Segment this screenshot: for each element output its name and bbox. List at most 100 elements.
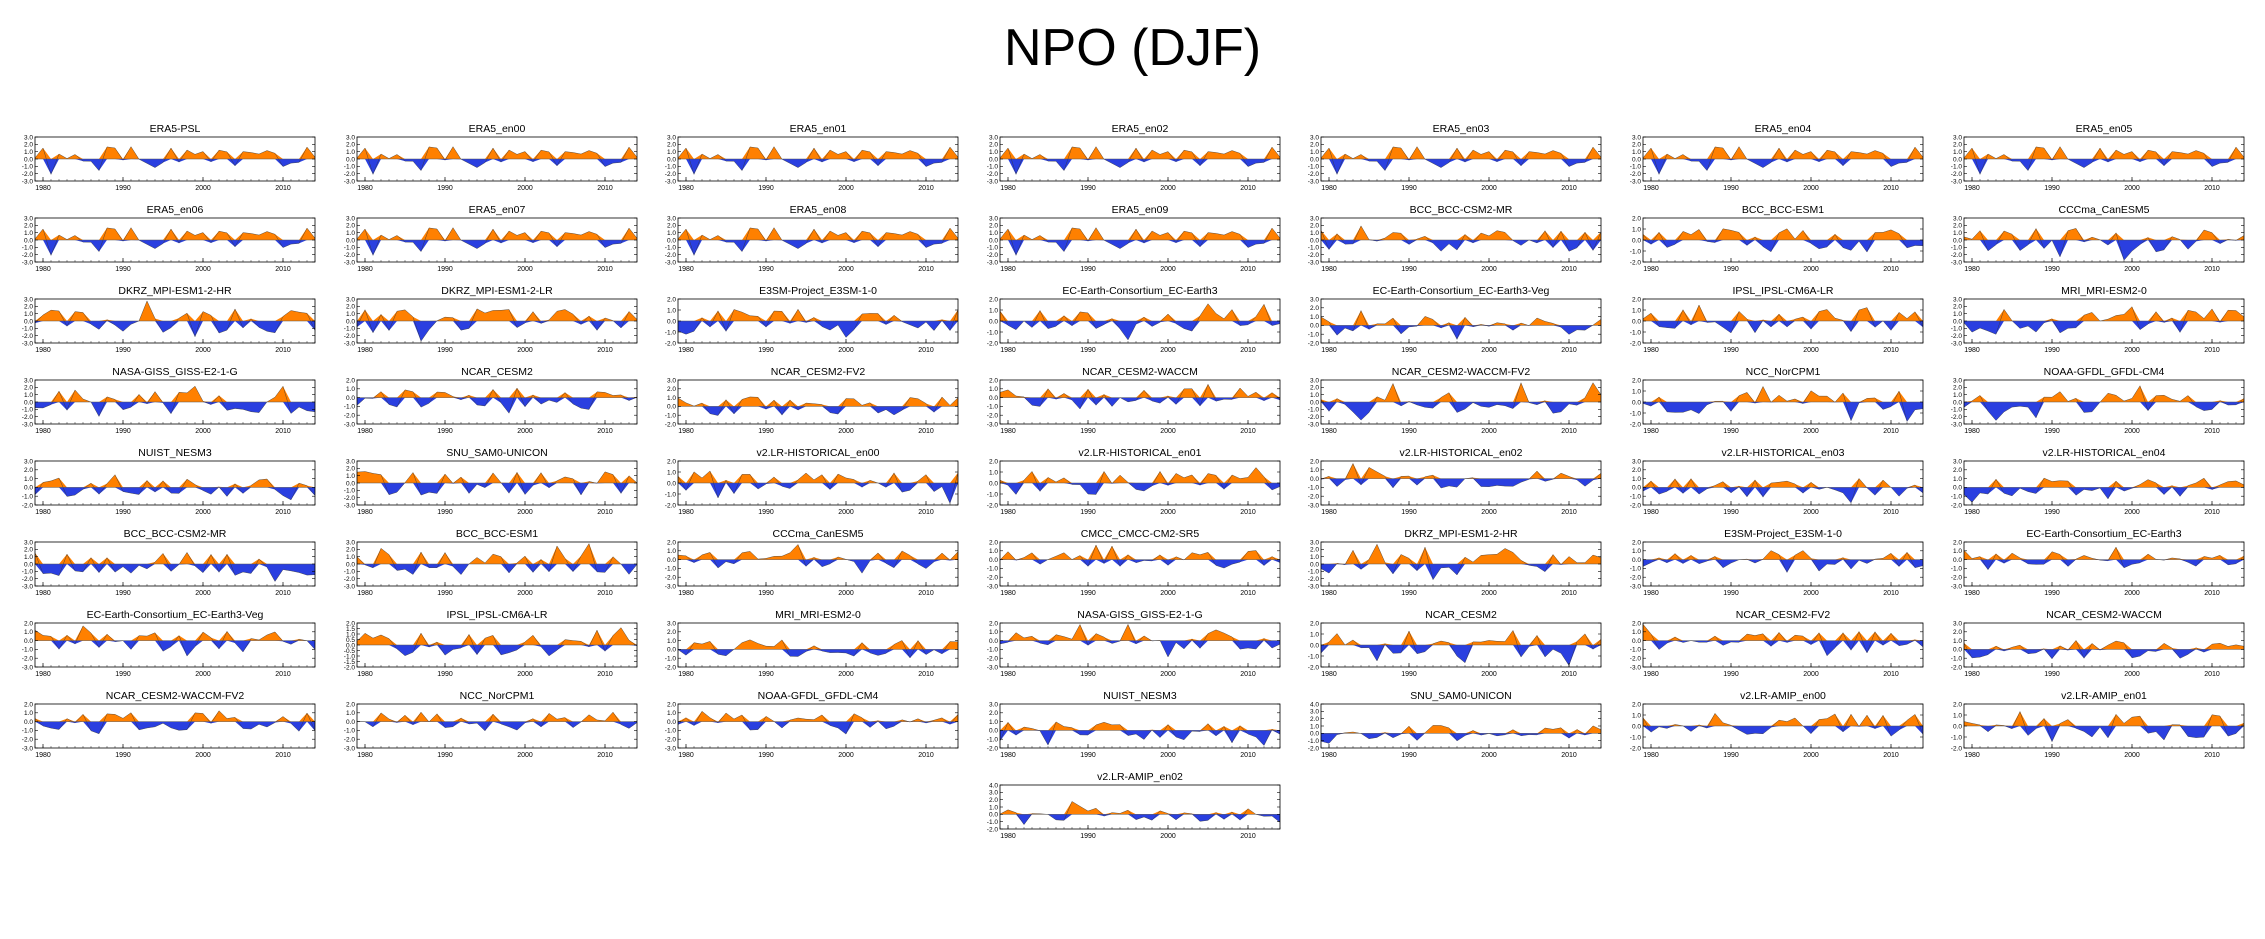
series-line bbox=[356, 146, 638, 175]
page-title: NPO (DJF) bbox=[1003, 19, 1262, 77]
y-tick-label: -2.0 bbox=[22, 333, 34, 340]
negative-area bbox=[1643, 487, 1923, 503]
y-tick-label: 2.0 bbox=[24, 547, 33, 554]
y-tick-label: 2.0 bbox=[1310, 142, 1319, 149]
plot-frame bbox=[1320, 298, 1602, 344]
y-tick-label: 4.0 bbox=[1310, 701, 1319, 708]
x-tick-label: 2010 bbox=[1883, 185, 1899, 192]
x-tick-label: 2000 bbox=[1160, 590, 1176, 597]
y-tick-label: 1.0 bbox=[1953, 638, 1962, 645]
y-tick-label: -3.0 bbox=[987, 259, 999, 266]
negative-area bbox=[1643, 640, 1923, 656]
y-tick-label: -3.0 bbox=[344, 259, 356, 266]
y-tick-label: -2.0 bbox=[1308, 414, 1320, 421]
panel: SNU_SAM0-UNICON4.03.02.01.00.0-1.0-2.019… bbox=[1308, 690, 1602, 759]
y-tick-label: 0.0 bbox=[667, 480, 676, 487]
y-tick-label: 3.0 bbox=[989, 215, 998, 222]
y-tick-label: -2.0 bbox=[665, 737, 677, 744]
x-tick-label: 2010 bbox=[918, 590, 934, 597]
series-line bbox=[999, 227, 1281, 256]
plot-frame bbox=[356, 379, 638, 425]
y-tick-label: 0.0 bbox=[1953, 723, 1962, 730]
x-tick-label: 2000 bbox=[1803, 428, 1819, 435]
x-tick-label: 2010 bbox=[2204, 428, 2220, 435]
series-line bbox=[34, 552, 316, 582]
x-tick-label: 1990 bbox=[115, 266, 131, 273]
negative-area bbox=[1643, 559, 1923, 573]
series-line bbox=[1642, 712, 1924, 737]
y-tick-label: 0.0 bbox=[346, 395, 355, 402]
panel-title: DKRZ_MPI-ESM1-2-HR bbox=[1404, 528, 1518, 540]
y-tick-label: 2.0 bbox=[24, 142, 33, 149]
panel-title: NCAR_CESM2-WACCM bbox=[2046, 609, 2162, 621]
series-line bbox=[999, 146, 1281, 175]
negative-area bbox=[1321, 645, 1601, 666]
y-tick-label: -3.0 bbox=[344, 583, 356, 590]
negative-area bbox=[1000, 814, 1280, 825]
y-tick-label: -2.0 bbox=[665, 664, 677, 671]
positive-area bbox=[357, 146, 637, 159]
x-tick-label: 2000 bbox=[1160, 266, 1176, 273]
positive-area bbox=[1964, 711, 2244, 726]
y-tick-label: -2.0 bbox=[344, 252, 356, 259]
y-tick-label: -3.0 bbox=[987, 421, 999, 428]
y-tick-label: 2.0 bbox=[346, 620, 355, 627]
positive-area bbox=[1643, 228, 1923, 240]
y-tick-label: -3.0 bbox=[344, 745, 356, 752]
y-tick-label: 2.0 bbox=[1632, 620, 1641, 627]
y-tick-label: -3.0 bbox=[665, 745, 677, 752]
x-tick-label: 1980 bbox=[1321, 428, 1337, 435]
y-tick-label: -1.0 bbox=[987, 329, 999, 336]
negative-area bbox=[1643, 402, 1923, 422]
y-tick-label: -2.0 bbox=[22, 737, 34, 744]
x-tick-label: 2010 bbox=[1240, 428, 1256, 435]
x-tick-label: 1980 bbox=[357, 671, 373, 678]
positive-area bbox=[35, 710, 315, 722]
negative-area bbox=[357, 240, 637, 256]
negative-area bbox=[357, 483, 637, 496]
y-tick-label: -3.0 bbox=[344, 178, 356, 185]
y-tick-label: 3.0 bbox=[1632, 134, 1641, 141]
negative-area bbox=[1964, 240, 2244, 261]
y-tick-label: 0.0 bbox=[24, 237, 33, 244]
x-tick-label: 2010 bbox=[597, 509, 613, 516]
negative-area bbox=[35, 487, 315, 500]
series-line bbox=[1642, 624, 1924, 657]
x-tick-label: 2000 bbox=[2124, 752, 2140, 759]
y-tick-label: 1.0 bbox=[1632, 629, 1641, 636]
positive-area bbox=[1964, 146, 2244, 159]
x-tick-label: 1990 bbox=[758, 347, 774, 354]
y-tick-label: 0.0 bbox=[1953, 318, 1962, 325]
y-tick-label: -2.0 bbox=[1630, 502, 1642, 509]
y-tick-label: -2.0 bbox=[1308, 252, 1320, 259]
y-tick-label: -2.0 bbox=[987, 502, 999, 509]
y-tick-label: 1.0 bbox=[667, 230, 676, 237]
positive-area bbox=[678, 544, 958, 560]
negative-area bbox=[1321, 240, 1601, 252]
series-line bbox=[1963, 306, 2245, 335]
x-tick-label: 1990 bbox=[1401, 590, 1417, 597]
negative-area bbox=[678, 721, 958, 735]
y-tick-label: 3.0 bbox=[1310, 539, 1319, 546]
series-line bbox=[356, 308, 638, 342]
series-line bbox=[677, 308, 959, 338]
x-tick-label: 1980 bbox=[1964, 590, 1980, 597]
y-tick-label: 1.0 bbox=[346, 710, 355, 717]
x-tick-label: 2010 bbox=[275, 185, 291, 192]
x-tick-label: 1980 bbox=[1964, 347, 1980, 354]
y-tick-label: -3.0 bbox=[665, 583, 677, 590]
y-tick-label: -2.0 bbox=[987, 575, 999, 582]
negative-area bbox=[1643, 240, 1923, 253]
y-tick-label: 1.0 bbox=[1953, 230, 1962, 237]
x-tick-label: 2010 bbox=[275, 590, 291, 597]
y-tick-label: 0.0 bbox=[989, 812, 998, 819]
negative-area bbox=[1964, 321, 2244, 335]
series-line bbox=[1320, 225, 1602, 252]
y-tick-label: 1.0 bbox=[24, 710, 33, 717]
y-tick-label: -2.0 bbox=[1951, 502, 1963, 509]
negative-area bbox=[678, 159, 958, 175]
y-tick-label: -3.0 bbox=[344, 502, 356, 509]
